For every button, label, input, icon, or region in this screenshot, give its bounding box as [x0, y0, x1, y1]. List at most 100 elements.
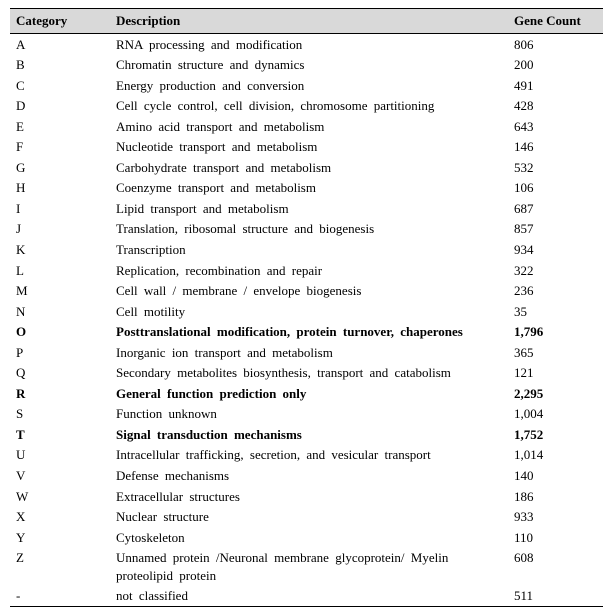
table-row: QSecondary metabolites biosynthesis, tra…	[10, 363, 603, 384]
header-category: Category	[10, 9, 110, 34]
table-row: ARNA processing and modification806	[10, 34, 603, 55]
cell-description: Inorganic ion transport and metabolism	[110, 342, 508, 363]
cell-description: Lipid transport and metabolism	[110, 198, 508, 219]
cell-category: -	[10, 586, 110, 607]
table-row: ZUnnamed protein /Neuronal membrane glyc…	[10, 548, 603, 586]
table-row: HCoenzyme transport and metabolism106	[10, 178, 603, 199]
cell-count: 933	[508, 507, 603, 528]
cell-count: 643	[508, 116, 603, 137]
cell-description: Cell cycle control, cell division, chrom…	[110, 96, 508, 117]
cell-description: Carbohydrate transport and metabolism	[110, 157, 508, 178]
cell-category: N	[10, 301, 110, 322]
cell-count: 200	[508, 55, 603, 76]
cell-category: Z	[10, 548, 110, 586]
cell-count: 934	[508, 239, 603, 260]
cell-category: M	[10, 281, 110, 302]
cell-description: General function prediction only	[110, 383, 508, 404]
cell-count: 121	[508, 363, 603, 384]
cell-count: 1,752	[508, 424, 603, 445]
cell-description: Chromatin structure and dynamics	[110, 55, 508, 76]
table-row: LReplication, recombination and repair32…	[10, 260, 603, 281]
cell-category: E	[10, 116, 110, 137]
cell-description: Amino acid transport and metabolism	[110, 116, 508, 137]
cell-category: T	[10, 424, 110, 445]
table-row: RGeneral function prediction only2,295	[10, 383, 603, 404]
cell-count: 1,004	[508, 404, 603, 425]
cell-category: D	[10, 96, 110, 117]
cell-category: F	[10, 137, 110, 158]
cell-category: L	[10, 260, 110, 281]
table-row: BChromatin structure and dynamics200	[10, 55, 603, 76]
table-row: PInorganic ion transport and metabolism3…	[10, 342, 603, 363]
cell-count: 140	[508, 465, 603, 486]
cell-category: V	[10, 465, 110, 486]
cell-category: G	[10, 157, 110, 178]
cell-count: 511	[508, 586, 603, 607]
cell-count: 236	[508, 281, 603, 302]
cell-description: Defense mechanisms	[110, 465, 508, 486]
cell-description: Cell wall / membrane / envelope biogenes…	[110, 281, 508, 302]
cell-description: Translation, ribosomal structure and bio…	[110, 219, 508, 240]
table-row: FNucleotide transport and metabolism146	[10, 137, 603, 158]
table-row: WExtracellular structures186	[10, 486, 603, 507]
table-row: CEnergy production and conversion491	[10, 75, 603, 96]
cell-category: Y	[10, 527, 110, 548]
table-row: UIntracellular trafficking, secretion, a…	[10, 445, 603, 466]
cell-description: Energy production and conversion	[110, 75, 508, 96]
cell-count: 35	[508, 301, 603, 322]
cell-description: not classified	[110, 586, 508, 607]
cell-count: 186	[508, 486, 603, 507]
cell-description: Cytoskeleton	[110, 527, 508, 548]
cell-description: Coenzyme transport and metabolism	[110, 178, 508, 199]
cell-count: 146	[508, 137, 603, 158]
table-row: GCarbohydrate transport and metabolism53…	[10, 157, 603, 178]
cell-category: I	[10, 198, 110, 219]
table-row: DCell cycle control, cell division, chro…	[10, 96, 603, 117]
table-row: NCell motility35	[10, 301, 603, 322]
cell-count: 428	[508, 96, 603, 117]
cell-category: R	[10, 383, 110, 404]
cell-count: 1,014	[508, 445, 603, 466]
cell-description: RNA processing and modification	[110, 34, 508, 55]
table-row: -not classified511	[10, 586, 603, 607]
cell-count: 491	[508, 75, 603, 96]
table-body: ARNA processing and modification806BChro…	[10, 34, 603, 607]
header-count: Gene Count	[508, 9, 603, 34]
table-row: TSignal transduction mechanisms1,752	[10, 424, 603, 445]
cell-description: Signal transduction mechanisms	[110, 424, 508, 445]
cell-category: O	[10, 322, 110, 343]
cell-category: H	[10, 178, 110, 199]
cell-category: A	[10, 34, 110, 55]
cell-description: Intracellular trafficking, secretion, an…	[110, 445, 508, 466]
cell-description: Unnamed protein /Neuronal membrane glyco…	[110, 548, 508, 586]
cell-category: U	[10, 445, 110, 466]
table-row: YCytoskeleton110	[10, 527, 603, 548]
cell-count: 322	[508, 260, 603, 281]
table-row: MCell wall / membrane / envelope biogene…	[10, 281, 603, 302]
cell-description: Nucleotide transport and metabolism	[110, 137, 508, 158]
cell-category: Q	[10, 363, 110, 384]
cell-count: 532	[508, 157, 603, 178]
header-row: Category Description Gene Count	[10, 9, 603, 34]
gene-category-table: Category Description Gene Count ARNA pro…	[10, 8, 603, 607]
cell-description: Replication, recombination and repair	[110, 260, 508, 281]
cell-category: J	[10, 219, 110, 240]
cell-description: Nuclear structure	[110, 507, 508, 528]
table-row: OPosttranslational modification, protein…	[10, 322, 603, 343]
cell-count: 608	[508, 548, 603, 586]
cell-category: S	[10, 404, 110, 425]
cell-count: 2,295	[508, 383, 603, 404]
cell-description: Function unknown	[110, 404, 508, 425]
header-description: Description	[110, 9, 508, 34]
cell-count: 106	[508, 178, 603, 199]
table-row: VDefense mechanisms140	[10, 465, 603, 486]
cell-count: 110	[508, 527, 603, 548]
cell-count: 1,796	[508, 322, 603, 343]
cell-description: Posttranslational modification, protein …	[110, 322, 508, 343]
table-row: XNuclear structure933	[10, 507, 603, 528]
table-row: KTranscription934	[10, 239, 603, 260]
cell-description: Transcription	[110, 239, 508, 260]
cell-category: B	[10, 55, 110, 76]
cell-category: C	[10, 75, 110, 96]
cell-count: 806	[508, 34, 603, 55]
